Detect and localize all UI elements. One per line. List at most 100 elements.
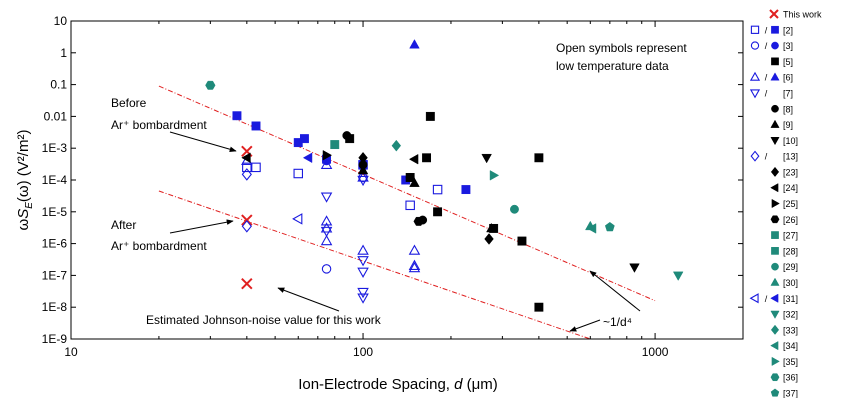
- data-point-ref-5: [517, 236, 527, 246]
- data-point-ref-24: [241, 152, 251, 164]
- data-point-ref-31: [302, 152, 313, 164]
- data-point-ref-36: [205, 80, 216, 90]
- annotation-arrow: [169, 131, 237, 152]
- data-point-ref-7: [357, 287, 369, 299]
- legend-label: [33]: [783, 325, 798, 335]
- data-point-ref-7: [357, 256, 369, 267]
- data-point-ref-2: [432, 184, 443, 195]
- data-point-ref-6: [408, 261, 421, 273]
- data-point-ref-23: [358, 151, 368, 164]
- data-point-ref-5: [425, 111, 435, 121]
- y-tick-label: 1E-8: [42, 300, 68, 314]
- legend-separator: /: [765, 41, 768, 51]
- annotation-before-line1: Before: [111, 96, 147, 110]
- data-point-ref-25: [322, 149, 333, 161]
- data-point-ref-6: [409, 39, 420, 49]
- legend-label: [9]: [783, 120, 793, 130]
- data-point-ref-5: [433, 207, 443, 217]
- data-point-ref-6: [408, 259, 421, 270]
- data-point-ref-32: [672, 271, 684, 281]
- annotation-arrows: [169, 131, 641, 332]
- legend-separator: /: [765, 294, 768, 304]
- annotation-arrow: [277, 287, 340, 312]
- legend-label: [37]: [783, 389, 798, 398]
- data-point-ref-24: [408, 153, 419, 165]
- data-point-ref-6: [320, 158, 333, 169]
- data-point-ref-6: [320, 215, 333, 226]
- legend-marker-open: [749, 89, 761, 99]
- y-tick-label: 10: [54, 14, 68, 28]
- legend-marker-filled: [771, 262, 779, 271]
- legend-marker-filled: [770, 72, 780, 81]
- data-point-ref-8: [342, 131, 352, 140]
- x-axis: 10 100 1000: [64, 21, 744, 359]
- data-point-ref-23: [484, 233, 494, 245]
- data-point-ref-31: [292, 213, 303, 225]
- y-tick-label: 1E-6: [42, 237, 68, 251]
- legend-marker-filled: [771, 25, 779, 34]
- fit-lines: [158, 85, 656, 339]
- y-tick-label: 1: [60, 46, 67, 60]
- legend-marker-filled: [770, 388, 780, 397]
- annotation-arrow: [569, 319, 601, 332]
- data-point-ref-2: [461, 185, 471, 195]
- legend-marker-filled: [771, 356, 780, 366]
- legend-marker-filled: [771, 247, 779, 255]
- fit-line: [158, 85, 656, 302]
- legend-label: [24]: [783, 183, 798, 193]
- y-tick-label: 1E-7: [42, 268, 68, 282]
- data-point-ref-7: [320, 226, 333, 238]
- legend-marker-open: [750, 150, 760, 162]
- legend-marker-open: [750, 25, 760, 34]
- legend-marker-filled: [770, 166, 780, 177]
- annotation-before-line2: Ar⁺ bombardment: [111, 118, 207, 132]
- legend-separator: /: [765, 73, 768, 83]
- data-point-ref-29: [510, 204, 519, 214]
- legend-label: [27]: [783, 231, 798, 241]
- legend-label: [34]: [783, 341, 798, 351]
- data-point-ref-2: [405, 200, 415, 211]
- data-point-ref-6: [408, 244, 421, 255]
- data-point-this-work: [241, 277, 253, 290]
- legend-label: [23]: [783, 167, 798, 177]
- x-tick-label: 1000: [642, 345, 669, 359]
- annotation-johnson-noise: Estimated Johnson-noise value for this w…: [146, 313, 382, 327]
- legend-label: [10]: [783, 136, 798, 146]
- y-tick-label: 0.01: [44, 109, 68, 123]
- legend-label: [28]: [783, 246, 798, 256]
- legend-label: [3]: [783, 41, 793, 51]
- data-point-ref-13: [241, 219, 252, 233]
- legend-marker-filled: [770, 215, 780, 224]
- data-point-ref-2: [242, 162, 252, 173]
- data-point-ref-2: [232, 111, 242, 121]
- legend-marker-filled: [770, 183, 779, 193]
- legend-marker-open: [749, 71, 761, 81]
- legend: This work / [2] / [3] [5] / [6] / [7] [8] [9] [10] / […: [749, 9, 822, 398]
- legend-label: This work: [783, 10, 822, 20]
- legend-marker-filled: [771, 57, 779, 66]
- data-point-ref-9: [486, 222, 497, 233]
- annotation-after-line2: Ar⁺ bombardment: [111, 239, 207, 253]
- data-point-ref-10: [629, 263, 640, 273]
- legend-marker-filled: [770, 341, 779, 351]
- legend-marker-filled: [771, 41, 779, 50]
- data-point-ref-6: [320, 234, 333, 246]
- y-tick-label: 1E-4: [42, 173, 68, 187]
- legend-label: [31]: [783, 294, 798, 304]
- y-tick-label: 1E-3: [42, 141, 68, 155]
- data-point-ref-10: [481, 153, 492, 164]
- x-tick-label: 10: [64, 345, 78, 359]
- data-point-ref-7: [320, 192, 333, 203]
- data-point-ref-7: [357, 175, 369, 187]
- y-tick-label: 1E-5: [42, 205, 68, 219]
- legend-marker-open: [749, 293, 759, 304]
- legend-separator: /: [765, 152, 768, 162]
- legend-label: [30]: [783, 278, 798, 288]
- legend-label: [35]: [783, 357, 798, 367]
- data-point-ref-34: [586, 223, 597, 234]
- annotation-after-line1: After: [111, 218, 136, 232]
- y-axis: 1E-9 1E-8 1E-7 1E-6 1E-5 1E-4 1E-3 0.01 0.1 1 10: [42, 14, 743, 346]
- data-point-ref-2: [293, 168, 304, 179]
- legend-marker-filled: [770, 324, 780, 335]
